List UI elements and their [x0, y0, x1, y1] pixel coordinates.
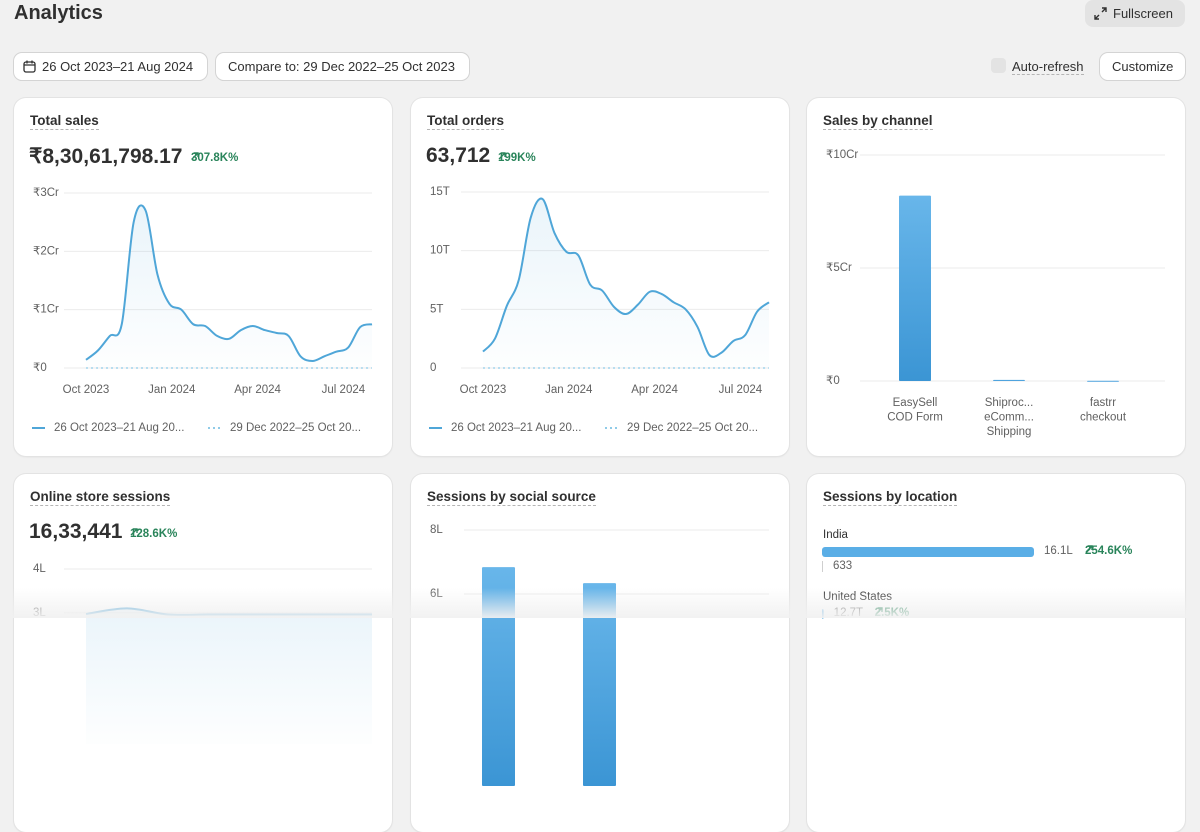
x-tick-label: Jan 2024: [545, 384, 593, 396]
card-change: 128.6K%: [130, 528, 177, 540]
location-bar: [822, 547, 1034, 557]
fullscreen-button[interactable]: Fullscreen: [1085, 0, 1185, 27]
card: ₹0 ₹5Cr ₹10Cr EasySell COD Form Shiproc... eCo…: [807, 98, 1185, 456]
auto-refresh-label: Auto-refresh: [1012, 59, 1084, 75]
card: Sessions by location India 16.1L 254.6K% 633…: [807, 474, 1185, 832]
x-tick-label: COD Form: [887, 412, 943, 424]
y-tick-label: ₹3Cr: [33, 187, 59, 199]
card: 3L4LOnline store sessions16,33,441128.6K…: [14, 474, 392, 832]
change-arrow-icon: [498, 152, 506, 160]
row-previous: 633: [833, 560, 853, 572]
x-tick-label: Apr 2024: [234, 384, 281, 396]
fullscreen-icon: [1094, 7, 1107, 20]
legend-label: 26 Oct 2023–21 Aug 20...: [54, 422, 184, 434]
auto-refresh-checkbox[interactable]: [991, 58, 1006, 73]
x-tick-label: Shipping: [987, 426, 1032, 438]
card-chart: [822, 547, 1034, 619]
bar: [899, 195, 931, 381]
card-change-value: 128.6K%: [130, 528, 178, 540]
y-tick-label: 8L: [430, 524, 443, 536]
row-change-value: 254.6K%: [1085, 545, 1133, 557]
x-tick-label: Oct 2023: [63, 384, 110, 396]
card-value: 63,712: [426, 144, 491, 167]
date-range-label: 26 Oct 2023–21 Aug 2024: [42, 59, 194, 74]
y-tick-label: 4L: [33, 563, 46, 575]
card-chart: ₹0 ₹5Cr ₹10Cr EasySell COD Form Shiproc... eCo…: [826, 149, 1165, 438]
arrow-path: [498, 152, 506, 160]
y-tick-label: ₹0: [33, 362, 47, 374]
fullscreen-label: Fullscreen: [1113, 6, 1173, 21]
y-tick-label: 10T: [430, 245, 450, 257]
legend-label: 29 Dec 2022–25 Oct 20...: [230, 422, 361, 434]
card-title: Online store sessions: [30, 489, 171, 506]
line-area: [86, 205, 372, 368]
card: 0 5T 10T 15T Oct 2023 Jan 2024 Apr 2024 Jul 202…: [411, 98, 789, 456]
line-area: [483, 198, 769, 368]
line-series: [482, 197, 770, 358]
card-value: 16,33,441: [29, 520, 123, 543]
card-chart: ₹0 ₹1Cr ₹2Cr ₹3Cr Oct 2023 Jan 2024 Apr 2024 Ju…: [32, 187, 373, 434]
bar: [1087, 380, 1119, 382]
x-tick-label: Oct 2023: [460, 384, 507, 396]
x-tick-label: eComm...: [984, 412, 1034, 424]
y-tick-label: 0: [430, 362, 436, 374]
row-name: India: [823, 529, 848, 541]
customize-label: Customize: [1112, 59, 1174, 74]
card-title: Sessions by social source: [427, 489, 596, 506]
change-arrow-icon: [191, 152, 199, 160]
change-arrow-icon: [1085, 545, 1093, 553]
line-area: [86, 608, 372, 744]
x-tick-label: Shiproc...: [985, 397, 1034, 409]
line-series: [85, 204, 373, 363]
page-title: Analytics: [14, 2, 103, 24]
card-change-value: 199K%: [498, 152, 536, 164]
change-arrow-icon: [130, 528, 138, 536]
y-tick-label: ₹10Cr: [826, 149, 858, 161]
row-change: 254.6K%: [1085, 545, 1132, 557]
customize-button[interactable]: Customize: [1100, 53, 1185, 80]
card-title: Sales by channel: [823, 113, 933, 130]
card: ₹0 ₹1Cr ₹2Cr ₹3Cr Oct 2023 Jan 2024 Apr 2024 Ju…: [14, 98, 392, 456]
card: 6L8L Sessions by social source: [411, 474, 789, 832]
bottom-fade: [0, 588, 1200, 618]
x-tick-label: checkout: [1080, 412, 1127, 424]
x-tick-label: Apr 2024: [631, 384, 678, 396]
card-title: Sessions by location: [823, 489, 958, 506]
y-tick-label: ₹5Cr: [826, 262, 852, 274]
legend-label: 26 Oct 2023–21 Aug 20...: [451, 422, 581, 434]
y-tick-label: ₹2Cr: [33, 245, 59, 257]
card-title: Total orders: [427, 113, 505, 130]
y-tick-label: 15T: [430, 186, 450, 198]
card-change-value: 307.8K%: [191, 152, 239, 164]
date-range-button[interactable]: 26 Oct 2023–21 Aug 2024: [14, 53, 207, 80]
x-tick-label: Jul 2024: [322, 384, 366, 396]
compare-button[interactable]: Compare to: 29 Dec 2022–25 Oct 2023: [216, 53, 469, 80]
arrow-path: [130, 528, 138, 536]
row-value-label: 16.1L: [1044, 545, 1073, 557]
card-change: 199K%: [498, 152, 536, 164]
x-tick-label: Jul 2024: [719, 384, 763, 396]
x-tick-label: Jan 2024: [148, 384, 196, 396]
x-tick-label: EasySell: [893, 397, 938, 409]
y-tick-label: 5T: [430, 303, 443, 315]
card-value: ₹8,30,61,798.17: [29, 145, 183, 168]
y-tick-label: ₹0: [826, 375, 840, 387]
card-chart: 0 5T 10T 15T Oct 2023 Jan 2024 Apr 2024 Jul 202…: [429, 186, 770, 434]
card-change: 307.8K%: [191, 152, 238, 164]
bar: [993, 379, 1025, 381]
card-title: Total sales: [30, 113, 99, 130]
y-tick-label: ₹1Cr: [33, 304, 59, 316]
calendar-icon: [23, 60, 36, 73]
x-tick-label: fastrr: [1090, 397, 1116, 409]
arrow-path: [191, 152, 199, 160]
legend-label: 29 Dec 2022–25 Oct 20...: [627, 422, 758, 434]
compare-label: Compare to: 29 Dec 2022–25 Oct 2023: [228, 59, 455, 74]
arrow-path: [1085, 545, 1093, 553]
card-chart: 6L8L: [430, 524, 769, 786]
